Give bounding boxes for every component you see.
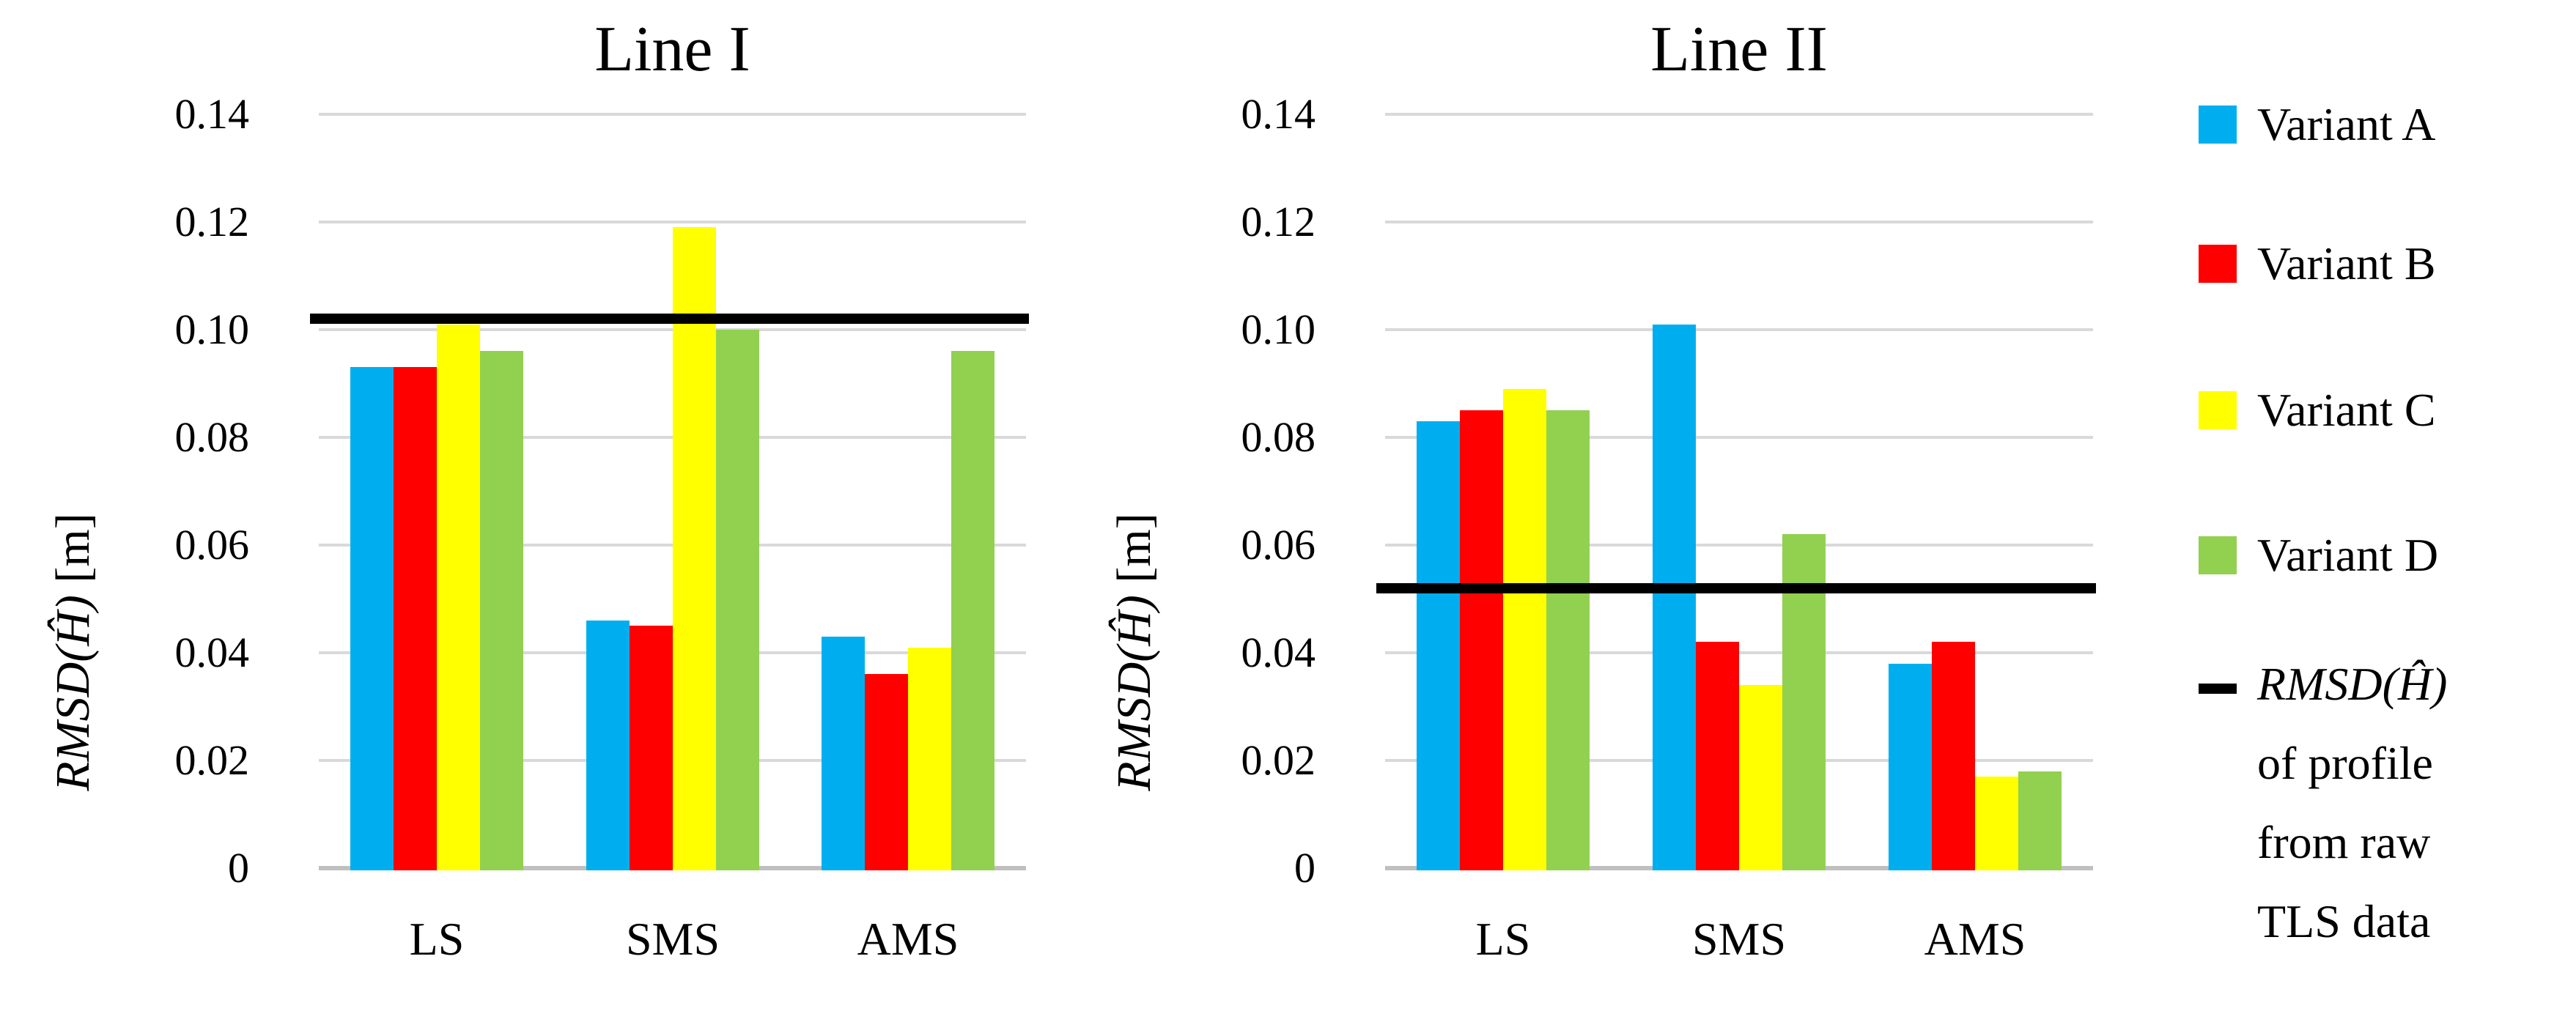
reference-line <box>310 314 1029 325</box>
legend-label-variant-a: Variant A <box>2257 98 2436 150</box>
bar-variant-d-sms <box>716 330 759 870</box>
y-tick-label: 0.02 <box>174 736 250 784</box>
bar-variant-d-ams <box>951 351 994 870</box>
y-tick-label: 0.12 <box>1241 198 1316 245</box>
legend-reference-line-text: of profile <box>2257 737 2433 789</box>
bar-variant-b-ams <box>1932 642 1975 870</box>
bar-variant-c-ls <box>1503 389 1546 870</box>
bar-variant-c-ls <box>437 325 480 870</box>
y-tick-label: 0.06 <box>174 521 250 569</box>
legend-swatch-variant-c <box>2199 391 2237 429</box>
y-tick-label: 0.08 <box>174 413 250 461</box>
legend-swatch-variant-b <box>2199 245 2237 283</box>
x-category-label-sms: SMS <box>1691 913 1787 965</box>
legend-reference-line-text: TLS data <box>2257 895 2431 947</box>
y-tick-label: 0.02 <box>1241 736 1316 784</box>
gridline <box>1385 221 2093 223</box>
bar-variant-d-ls <box>480 351 523 870</box>
gridline <box>1385 436 2093 439</box>
y-tick-label: 0.14 <box>1241 90 1316 138</box>
y-tick-label: 0 <box>228 844 249 892</box>
bar-variant-a-sms <box>586 621 630 870</box>
y-tick-label: 0.10 <box>1241 306 1316 353</box>
bar-variant-a-ams <box>822 637 865 870</box>
bar-variant-d-ls <box>1546 410 1590 870</box>
gridline <box>1385 544 2093 547</box>
gridline <box>1385 651 2093 654</box>
bar-variant-c-ams <box>908 648 951 870</box>
x-category-label-sms: SMS <box>625 913 720 965</box>
reference-line <box>1376 582 2096 593</box>
bar-variant-b-ls <box>1460 410 1503 870</box>
bar-variant-b-ams <box>865 674 908 870</box>
gridline <box>319 113 1026 116</box>
chart-title-line-2: Line II <box>1650 14 1828 85</box>
bar-variant-c-sms <box>673 227 716 870</box>
y-tick-label: 0.06 <box>1241 521 1316 569</box>
gridline <box>319 328 1026 331</box>
x-category-label-ls: LS <box>409 913 465 965</box>
legend-swatch-variant-a <box>2199 105 2237 144</box>
x-category-label-ams: AMS <box>1924 913 2026 965</box>
x-category-label-ls: LS <box>1475 913 1531 965</box>
legend-label-variant-b: Variant B <box>2257 237 2436 289</box>
y-tick-label: 0 <box>1294 844 1315 892</box>
legend-reference-line-text: RMSD(Ĥ) <box>2257 658 2448 710</box>
chart-title-line-1: Line I <box>594 14 750 85</box>
x-category-label-ams: AMS <box>857 913 959 965</box>
gridline <box>1385 113 2093 116</box>
legend-label-variant-c: Variant C <box>2257 384 2436 436</box>
bar-variant-c-sms <box>1739 685 1782 870</box>
bar-variant-b-ls <box>394 367 437 870</box>
gridline <box>319 544 1026 547</box>
bar-variant-c-ams <box>1975 777 2018 870</box>
bar-variant-b-sms <box>1696 642 1739 870</box>
legend-reference-line-label: RMSD(Ĥ) of profile from raw TLS data <box>2257 645 2447 961</box>
y-tick-label: 0.04 <box>1241 629 1316 676</box>
y-tick-label: 0.04 <box>174 629 250 676</box>
bar-variant-b-sms <box>630 626 673 870</box>
y-tick-label: 0.08 <box>1241 413 1316 461</box>
legend-label-variant-d: Variant D <box>2257 529 2439 581</box>
y-tick-label: 0.14 <box>174 90 250 138</box>
bar-variant-d-ams <box>2018 771 2062 870</box>
y-tick-label: 0.12 <box>174 198 250 245</box>
gridline <box>319 221 1026 223</box>
legend-reference-line-marker <box>2199 684 2237 694</box>
gridline <box>319 436 1026 439</box>
legend-reference-line-text: from raw <box>2257 816 2431 868</box>
bar-variant-a-sms <box>1653 325 1696 870</box>
legend-swatch-variant-d <box>2199 536 2237 574</box>
bar-variant-a-ams <box>1889 664 1932 870</box>
gridline <box>1385 328 2093 331</box>
bar-variant-a-ls <box>1417 421 1460 870</box>
bar-variant-a-ls <box>350 367 394 870</box>
y-tick-label: 0.10 <box>174 306 250 353</box>
